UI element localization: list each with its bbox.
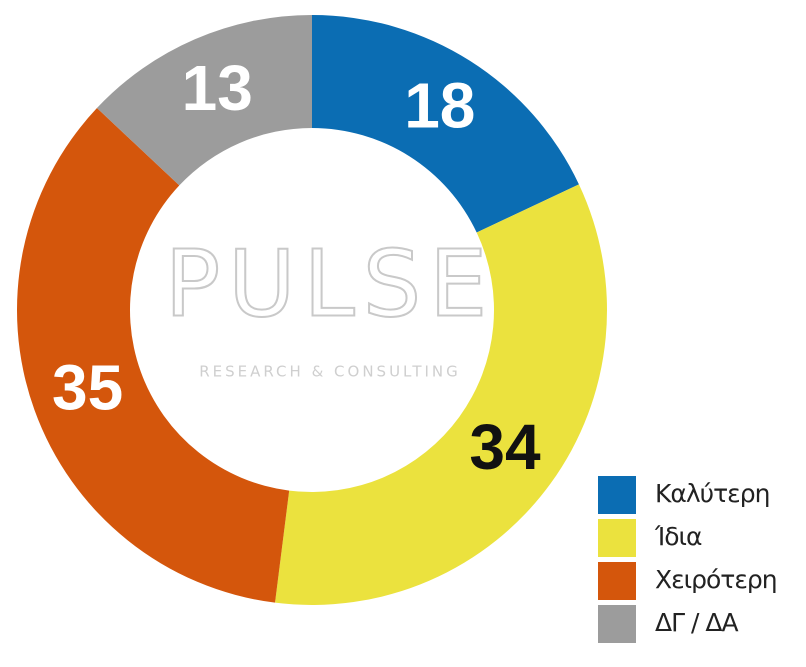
watermark: PULSE xyxy=(165,230,496,337)
value-label: 18 xyxy=(404,70,475,142)
legend-swatch xyxy=(598,562,636,600)
donut-slice xyxy=(312,15,579,233)
watermark-subtitle: RESEARCH & CONSULTING xyxy=(199,363,461,381)
legend-label: ΔΓ / ΔΑ xyxy=(655,608,738,637)
value-label: 35 xyxy=(52,352,123,424)
legend-swatch xyxy=(598,605,636,643)
legend-label: Καλύτερη xyxy=(655,479,769,508)
legend-swatch xyxy=(598,519,636,557)
legend-label: Χειρότερη xyxy=(655,565,777,594)
donut-slice xyxy=(16,108,290,603)
value-label: 34 xyxy=(469,411,541,483)
legend-swatch xyxy=(598,476,636,514)
donut-slice xyxy=(96,15,312,186)
legend-label: Ίδια xyxy=(654,522,702,551)
value-label: 13 xyxy=(182,52,253,124)
donut-slice xyxy=(275,184,607,605)
